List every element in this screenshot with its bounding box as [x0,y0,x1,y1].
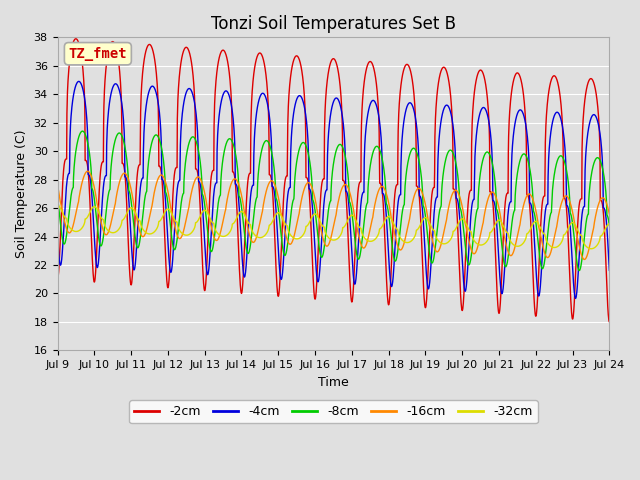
Y-axis label: Soil Temperature (C): Soil Temperature (C) [15,130,28,258]
Text: TZ_fmet: TZ_fmet [68,47,127,61]
X-axis label: Time: Time [318,376,349,389]
Legend: -2cm, -4cm, -8cm, -16cm, -32cm: -2cm, -4cm, -8cm, -16cm, -32cm [129,400,538,423]
Title: Tonzi Soil Temperatures Set B: Tonzi Soil Temperatures Set B [211,15,456,33]
